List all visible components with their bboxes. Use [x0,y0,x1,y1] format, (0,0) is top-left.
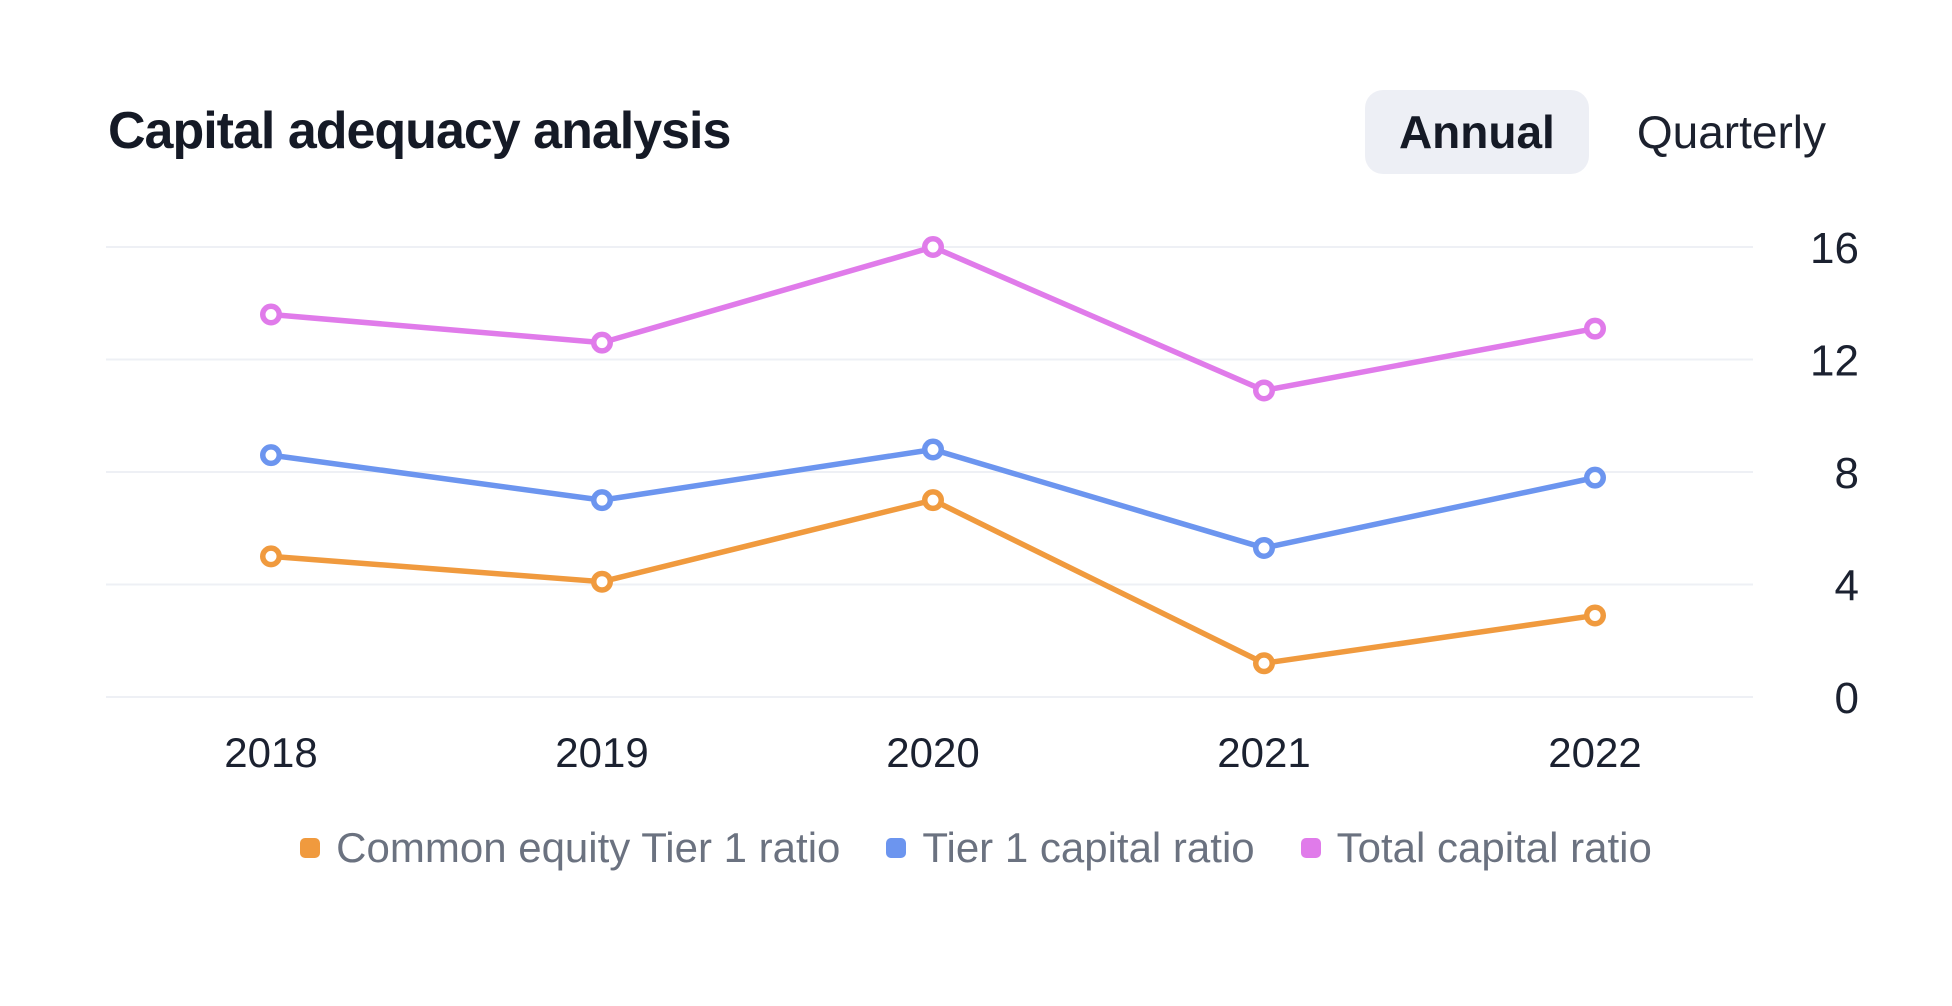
data-point [260,545,282,568]
chart-legend: Common equity Tier 1 ratio Tier 1 capita… [0,824,1952,872]
legend-swatch-cet1-icon [300,838,321,858]
data-point [591,331,613,354]
x-axis-tick-label: 2021 [1217,729,1310,776]
data-point [1584,604,1606,627]
data-point [1584,317,1606,340]
data-point [260,303,282,326]
data-point [922,489,944,512]
data-point [922,236,944,258]
data-point [1584,466,1606,489]
x-axis-tick-label: 2018 [224,729,317,776]
y-axis-tick-label: 8 [1835,449,1859,498]
y-axis-tick-label: 0 [1835,674,1859,723]
legend-item-tier1[interactable]: Tier 1 capital ratio [886,824,1255,872]
data-point [260,444,282,467]
legend-label: Tier 1 capital ratio [922,824,1255,871]
y-axis-tick-label: 16 [1810,224,1859,273]
x-axis-tick-label: 2019 [555,729,648,776]
legend-swatch-total-icon [1300,838,1321,858]
x-axis-tick-label: 2020 [886,729,979,776]
data-point [591,570,613,593]
x-axis-tick-label: 2022 [1548,729,1641,776]
legend-swatch-tier1-icon [886,838,907,858]
y-axis-tick-label: 4 [1835,562,1859,611]
legend-label: Common equity Tier 1 ratio [336,824,841,871]
legend-item-total[interactable]: Total capital ratio [1300,824,1652,872]
legend-item-cet1[interactable]: Common equity Tier 1 ratio [300,824,840,872]
data-point [591,489,613,512]
data-point [1253,379,1275,402]
series-line [268,497,1598,666]
legend-label: Total capital ratio [1336,824,1652,871]
data-point [1253,652,1275,675]
y-axis-tick-label: 12 [1810,337,1859,386]
toggle-annual-button[interactable]: Annual [1364,90,1589,174]
data-point [1253,536,1275,559]
data-point [922,438,944,461]
period-toggle: Annual Quarterly [1364,90,1826,174]
series-line [268,244,1598,394]
toggle-quarterly-button[interactable]: Quarterly [1637,90,1826,174]
card-header: Capital adequacy analysis Annual Quarter… [108,88,1826,176]
page-title: Capital adequacy analysis [108,102,731,161]
